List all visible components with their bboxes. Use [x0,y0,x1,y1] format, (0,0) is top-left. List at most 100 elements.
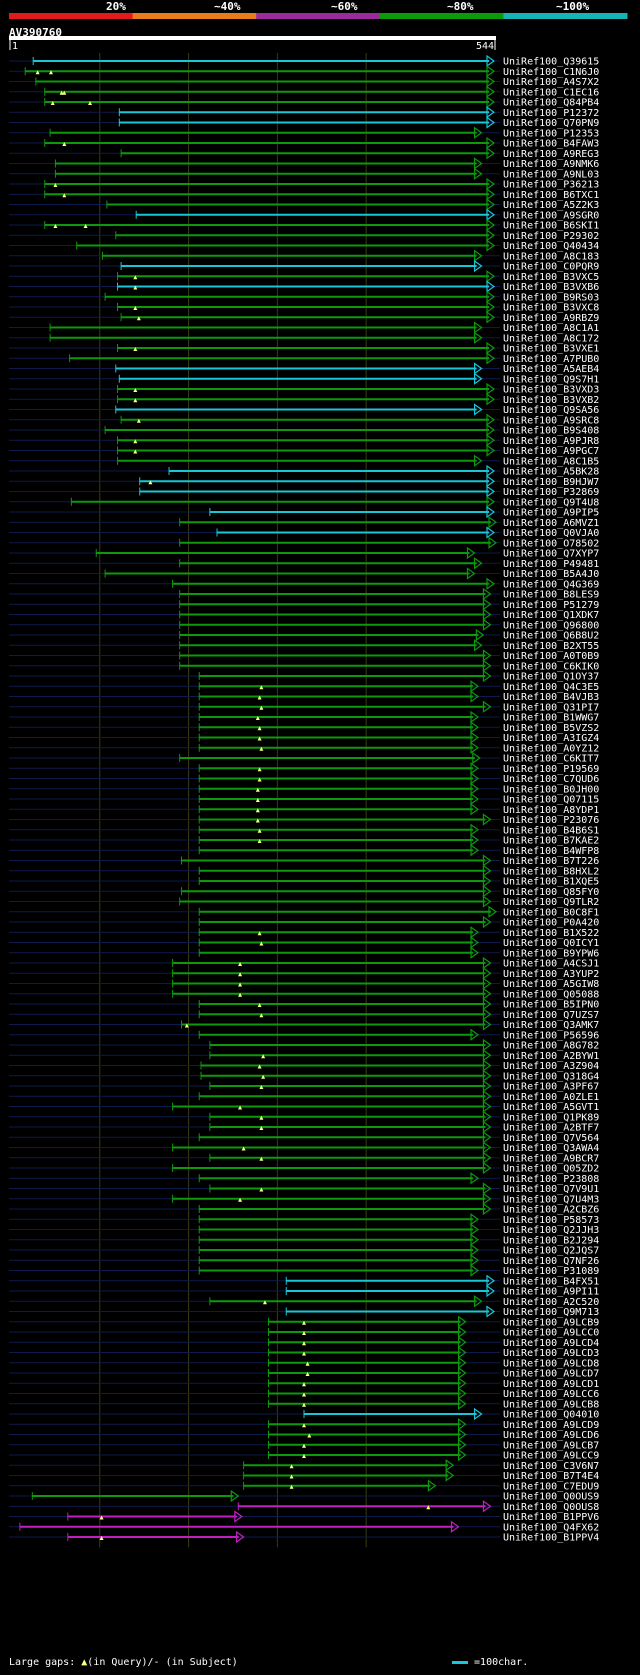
legend-color-segment [256,13,381,19]
hit-label: UniRef100_A9LCB7 [503,1440,599,1451]
hit-label: UniRef100_Q40434 [503,241,599,252]
hit-label: UniRef100_Q05ZD2 [503,1164,599,1175]
hit-label: UniRef100_A9PGC7 [503,446,599,457]
hit-label: UniRef100_B1XQE5 [503,877,599,888]
gap-marker [259,1013,264,1018]
hit-label: UniRef100_P32869 [503,487,599,498]
hit-label: UniRef100_B1WWG7 [503,713,599,724]
legend-color-segment [9,13,134,19]
hit-arrow [473,126,483,139]
hit-arrow [486,311,496,324]
hit-label: UniRef100_A9NL03 [503,169,599,180]
legend-label-40: ~40% [214,0,241,13]
hit-label: UniRef100_A9LCD6 [503,1430,599,1441]
hit-arrow [473,259,483,273]
hit-arrow [482,1131,492,1144]
gap-marker [133,398,138,403]
hit-label: UniRef100_Q2JQS7 [503,1246,599,1257]
gap-marker [301,1443,306,1448]
hit-label: UniRef100_B0C8F1 [503,907,599,918]
gap-marker [257,695,262,700]
hit-arrow [482,1141,492,1154]
hit-label: UniRef100_A3Z904 [503,1061,599,1072]
hit-label: UniRef100_C1N6J0 [503,67,599,78]
hit-label: UniRef100_A9LCD9 [503,1420,599,1431]
hit-arrow [473,639,483,652]
hit-label: UniRef100_Q07115 [503,795,599,806]
gap-marker [259,1126,264,1130]
hit-arrow [482,1161,492,1175]
hit-arrow [482,1018,492,1031]
gap-marker [133,347,138,351]
hit-label: UniRef100_B3VXC8 [503,303,599,314]
hit-label: UniRef100_Q9T4U8 [503,497,599,508]
hit-arrow [457,1397,467,1410]
hit-arrow [482,874,492,888]
hit-arrow [472,751,481,765]
hit-label: UniRef100_P49481 [503,559,599,570]
hit-arrow [482,915,492,929]
hit-arrow [486,188,496,201]
hit-label: UniRef100_A8G782 [503,1041,599,1052]
gap-marker [255,798,260,802]
hit-arrow [470,710,480,724]
legend-color-segment [132,13,257,19]
hit-arrow [486,1274,496,1287]
gap-marker [184,1023,189,1028]
footer-legend: Large gaps: ▲(in Query)/- (in Subject) [9,1657,238,1668]
gap-marker [259,705,264,710]
hit-arrow [482,1090,492,1103]
gap-marker [238,1197,243,1202]
gap-marker [257,726,262,731]
hit-label: UniRef100_A9RBZ9 [503,313,599,324]
hit-arrow [482,977,492,990]
legend-color-segment [503,13,628,19]
hit-arrow [486,495,496,508]
hit-arrow [473,157,483,170]
hit-label: UniRef100_Q318G4 [503,1071,599,1082]
hit-label: UniRef100_O78502 [503,538,599,549]
scale-bar-icon [452,1660,468,1664]
hit-arrow [230,1489,240,1503]
hit-label: UniRef100_B2J294 [503,1235,599,1246]
hit-label: UniRef100_Q85FY0 [503,887,599,898]
hit-label: UniRef100_Q2JJH3 [503,1225,599,1236]
hit-label: UniRef100_Q7V9U1 [503,1184,599,1195]
hit-arrow [470,1233,480,1246]
hit-label: UniRef100_B8HXL2 [503,866,599,877]
hit-arrow [482,967,492,980]
hit-arrow [482,864,492,877]
hit-arrow [486,198,496,211]
hit-arrow [486,229,496,242]
gap-marker [301,1423,306,1428]
hit-arrow [470,680,480,693]
hit-arrow [473,454,483,467]
hit-label: UniRef100_C6KIK0 [503,661,599,672]
gap-marker [133,275,138,280]
hit-label: UniRef100_Q7U4M3 [503,1194,599,1205]
hit-label: UniRef100_Q6B8U2 [503,631,599,642]
hit-label: UniRef100_A5GIW8 [503,979,599,990]
hit-arrow [482,895,492,908]
hit-label: UniRef100_A9LCB8 [503,1399,599,1410]
hit-label: UniRef100_Q04010 [503,1410,599,1421]
hit-arrow [486,65,496,78]
gap-marker [53,183,58,187]
hit-arrow [486,116,496,129]
hit-label: UniRef100_A6MVZ1 [503,518,599,529]
hit-arrow [482,1069,492,1082]
gap-marker [259,941,264,946]
hit-arrow [482,1110,492,1123]
gap-marker [241,1146,246,1151]
gap-marker [259,1187,264,1192]
hit-arrow [470,1223,480,1236]
hit-arrow [473,372,483,385]
hit-label: UniRef100_A9LCD1 [503,1379,599,1390]
hit-arrow [486,505,496,519]
hit-label: UniRef100_A9LCD7 [503,1369,599,1380]
hit-label: UniRef100_B1PPV4 [503,1533,599,1544]
hit-arrow [470,782,480,795]
gap-marker [305,1372,310,1376]
hit-arrow [466,546,476,560]
